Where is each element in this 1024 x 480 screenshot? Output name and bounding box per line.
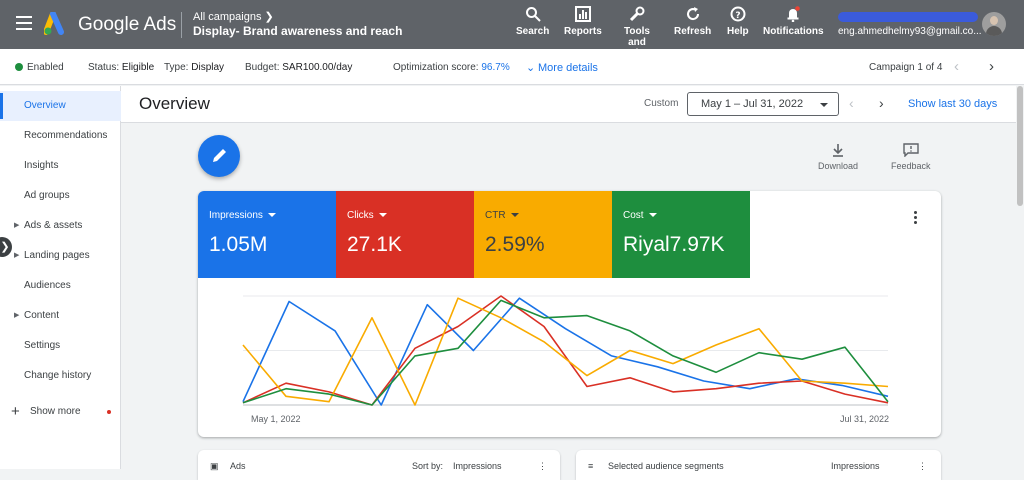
- menu-icon[interactable]: [16, 16, 32, 30]
- chevron-down-icon: ⌄: [526, 62, 536, 74]
- series-line-impressions: [242, 297, 889, 406]
- ads-card-title: Ads: [230, 461, 246, 471]
- feedback-icon: [903, 143, 919, 157]
- series-line-clicks: [242, 295, 889, 406]
- date-custom-label: Custom: [644, 98, 679, 109]
- performance-card: Impressions 1.05M Clicks 27.1K CTR 2.59%…: [198, 191, 941, 437]
- svg-text:?: ?: [735, 11, 740, 21]
- expand-arrow-icon: ▶: [14, 312, 20, 319]
- search-button[interactable]: Search: [516, 6, 549, 37]
- series-line-ctr: [242, 297, 889, 406]
- sidebar: Overview Recommendations Insights Ad gro…: [0, 86, 121, 469]
- pencil-icon: [213, 149, 226, 162]
- status-eligible: Status: Eligible: [88, 62, 155, 73]
- redacted-name: [838, 12, 978, 22]
- refresh-button[interactable]: Refresh: [674, 6, 711, 37]
- sidebar-item-change-history[interactable]: Change history: [24, 370, 92, 381]
- ads-card: ▣ Ads Sort by: Impressions ⋮: [198, 450, 560, 480]
- segments-sort-select[interactable]: Impressions: [831, 461, 880, 471]
- sort-by-select[interactable]: Impressions: [453, 461, 502, 471]
- show-last-30-days-link[interactable]: Show last 30 days: [908, 98, 998, 110]
- scrollbar[interactable]: [1016, 86, 1024, 469]
- sidebar-show-more[interactable]: + Show more: [0, 397, 121, 427]
- download-button[interactable]: Download: [818, 143, 858, 171]
- brand-name: Google Ads: [78, 14, 177, 35]
- overview-header: Overview Custom May 1 – Jul 31, 2022 ‹ ›…: [121, 86, 1024, 123]
- expand-arrow-icon: ▶: [14, 222, 20, 229]
- metric-impressions[interactable]: Impressions 1.05M: [198, 191, 336, 278]
- divider: [181, 12, 182, 38]
- series-line-cost: [242, 299, 889, 406]
- x-axis-start-label: May 1, 2022: [251, 414, 301, 424]
- notifications-button[interactable]: Notifications: [763, 6, 824, 37]
- x-axis-end-label: Jul 31, 2022: [840, 414, 890, 424]
- next-campaign-icon[interactable]: ›: [989, 58, 994, 75]
- top-bar: Google Ads All campaigns ❯ Display- Bran…: [0, 0, 1024, 59]
- edit-button[interactable]: [198, 135, 240, 177]
- dropdown-caret-icon: [267, 213, 276, 217]
- wrench-icon: [629, 6, 645, 22]
- sidebar-item-overview[interactable]: Overview: [0, 91, 121, 121]
- download-icon: [833, 144, 844, 157]
- segments-card-title: Selected audience segments: [608, 461, 724, 471]
- optimization-score[interactable]: Optimization score: 96.7%: [393, 62, 510, 73]
- more-details-button[interactable]: ⌄ More details: [526, 62, 598, 74]
- bell-icon: [787, 6, 801, 22]
- avatar[interactable]: [982, 12, 1006, 36]
- google-ads-logo: [44, 12, 64, 35]
- segments-icon: ≡: [588, 461, 594, 471]
- dropdown-caret-icon: [820, 103, 828, 107]
- sidebar-item-ad-groups[interactable]: Ad groups: [24, 190, 70, 201]
- refresh-icon: [686, 7, 699, 21]
- notification-dot: [107, 410, 111, 414]
- date-range-select[interactable]: May 1 – Jul 31, 2022: [687, 92, 839, 116]
- account-email[interactable]: eng.ahmedhelmy93@gmail.co...: [838, 26, 982, 37]
- sidebar-item-insights[interactable]: Insights: [24, 160, 59, 171]
- dropdown-caret-icon: [510, 213, 519, 217]
- sidebar-item-settings[interactable]: Settings: [24, 340, 61, 351]
- campaign-counter: Campaign 1 of 4: [869, 62, 943, 73]
- sidebar-item-content[interactable]: ▶ Content: [0, 301, 121, 331]
- sidebar-item-audiences[interactable]: Audiences: [24, 280, 71, 291]
- enabled-dot-icon: [15, 63, 23, 71]
- expand-arrow-icon: ▶: [14, 252, 20, 259]
- budget[interactable]: Budget: SAR100.00/day: [245, 62, 353, 73]
- reports-icon: [574, 6, 591, 22]
- plus-icon: +: [11, 403, 20, 420]
- chevron-right-icon: ❯: [264, 11, 274, 23]
- next-date-icon[interactable]: ›: [879, 95, 884, 111]
- sort-by-label: Sort by:: [412, 461, 444, 471]
- performance-chart: [242, 295, 889, 406]
- ads-icon: ▣: [210, 461, 219, 471]
- chevron-right-icon: ❯: [0, 241, 10, 253]
- help-button[interactable]: ? Help: [727, 6, 749, 37]
- metric-clicks[interactable]: Clicks 27.1K: [336, 191, 474, 278]
- audience-segments-card: ≡ Selected audience segments Impressions…: [576, 450, 941, 480]
- collapse-sidebar-button[interactable]: ❯: [0, 237, 12, 257]
- sidebar-item-landing-pages[interactable]: ▶ Landing pages: [0, 241, 121, 271]
- enabled-status[interactable]: Enabled: [15, 62, 64, 73]
- metric-cost[interactable]: Cost Riyal7.97K: [612, 191, 750, 278]
- more-options-icon[interactable]: ⋮: [538, 461, 547, 471]
- search-icon: [525, 7, 541, 22]
- sidebar-item-ads-assets[interactable]: ▶ Ads & assets: [0, 211, 121, 241]
- sidebar-item-recommendations[interactable]: Recommendations: [24, 130, 108, 141]
- reports-button[interactable]: Reports: [564, 6, 602, 37]
- help-icon: ?: [730, 6, 746, 22]
- page-title: Overview: [139, 94, 210, 113]
- metric-ctr[interactable]: CTR 2.59%: [474, 191, 612, 278]
- breadcrumb-all-campaigns[interactable]: All campaigns ❯: [193, 11, 274, 23]
- dropdown-caret-icon: [648, 213, 657, 217]
- campaign-status-bar: Enabled Status: Eligible Type: Display B…: [0, 49, 1024, 85]
- prev-campaign-icon[interactable]: ‹: [954, 58, 959, 75]
- more-options-icon[interactable]: ⋮: [918, 461, 927, 471]
- dropdown-caret-icon: [378, 213, 387, 217]
- campaign-type: Type: Display: [164, 62, 225, 73]
- prev-date-icon[interactable]: ‹: [849, 95, 854, 111]
- campaign-name: Display- Brand awareness and reach: [193, 24, 403, 38]
- feedback-button[interactable]: Feedback: [891, 143, 931, 171]
- more-options-icon[interactable]: [914, 211, 918, 226]
